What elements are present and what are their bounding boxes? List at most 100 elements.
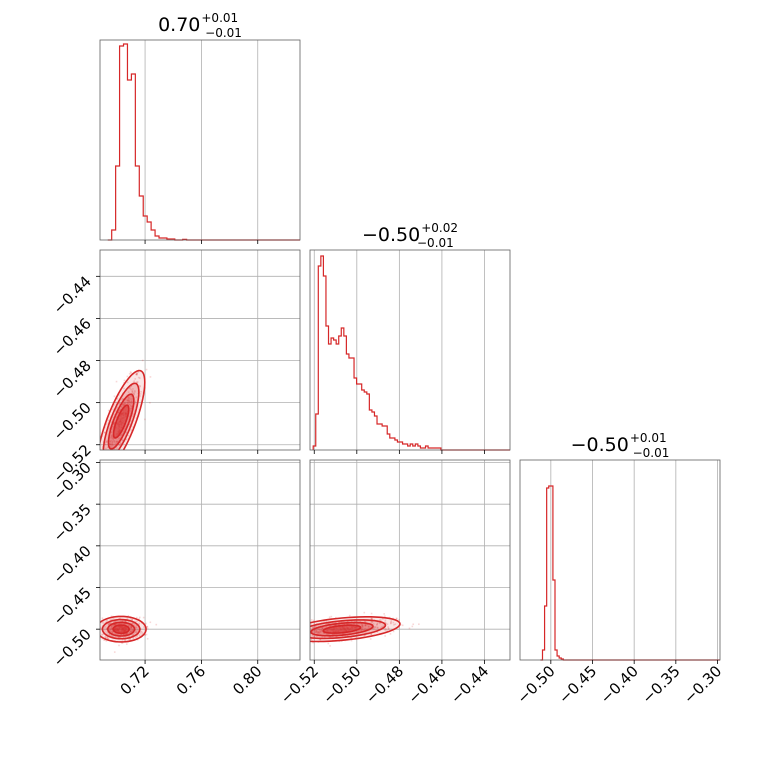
- sample-point: [278, 639, 280, 641]
- sample-point: [123, 633, 126, 635]
- sample-point: [112, 416, 115, 419]
- sample-point: [126, 399, 129, 402]
- sample-point: [374, 626, 376, 629]
- sample-point: [110, 628, 112, 631]
- sample-point: [312, 627, 315, 630]
- sample-point: [106, 471, 108, 473]
- sample-point: [344, 635, 347, 638]
- panel-frame: [519, 459, 721, 661]
- sample-point: [314, 629, 317, 631]
- sample-point: [111, 632, 113, 634]
- sample-point: [321, 630, 324, 633]
- sample-point: [126, 375, 129, 378]
- sample-point: [134, 378, 137, 380]
- sample-point: [113, 624, 116, 626]
- sample-point: [122, 402, 125, 405]
- sample-point: [136, 382, 138, 384]
- sample-point: [333, 624, 336, 627]
- x-tick-label-0-2: 0.80: [229, 662, 265, 698]
- sample-point: [106, 636, 109, 639]
- sample-point: [118, 411, 120, 414]
- sample-point: [131, 629, 134, 632]
- sample-point: [339, 623, 341, 626]
- sample-point: [125, 424, 128, 427]
- sample-point: [116, 407, 118, 410]
- sample-point: [327, 622, 330, 625]
- sample-point: [119, 434, 121, 437]
- sample-point: [117, 411, 119, 414]
- sample-point: [122, 430, 125, 433]
- sample-point: [91, 622, 93, 624]
- sample-point: [100, 627, 101, 630]
- sample-point: [134, 390, 136, 392]
- sample-point: [130, 429, 133, 432]
- sample-point: [105, 423, 108, 425]
- sample-point: [101, 445, 104, 448]
- sample-point: [109, 469, 111, 471]
- sample-point: [385, 628, 388, 630]
- sample-point: [129, 630, 132, 633]
- sample-point: [394, 623, 397, 625]
- sample-point: [321, 627, 324, 630]
- sample-point: [113, 440, 116, 442]
- sample-point: [133, 380, 136, 382]
- sample-point: [364, 621, 366, 623]
- sample-point: [399, 624, 402, 626]
- sample-point: [132, 381, 135, 384]
- contour-level-3: [322, 624, 362, 634]
- sample-point: [125, 632, 127, 635]
- sample-point: [111, 455, 113, 457]
- sample-point: [130, 627, 133, 629]
- sample-point: [126, 381, 129, 384]
- sample-point: [286, 642, 288, 644]
- title-minus-1: −0.01: [205, 26, 242, 40]
- sample-point: [128, 632, 130, 634]
- sample-point: [139, 630, 142, 633]
- sample-point: [127, 623, 129, 626]
- sample-point: [348, 623, 350, 625]
- sample-point: [384, 615, 386, 617]
- sample-point: [366, 623, 368, 626]
- sample-point: [113, 422, 115, 424]
- sample-point: [388, 616, 391, 619]
- sample-point: [111, 435, 113, 438]
- sample-point: [350, 639, 353, 642]
- sample-point: [363, 634, 366, 637]
- sample-point: [273, 638, 275, 640]
- sample-point: [106, 619, 109, 622]
- sample-point: [97, 471, 99, 473]
- sample-point: [107, 623, 110, 626]
- sample-point: [111, 434, 113, 436]
- sample-point: [283, 636, 285, 638]
- x-tick-label-2-4: −0.30: [680, 662, 725, 707]
- sample-point: [112, 624, 114, 627]
- sample-point: [370, 626, 373, 628]
- sample-point: [141, 632, 144, 634]
- sample-point: [126, 632, 128, 635]
- sample-point: [375, 626, 377, 628]
- sample-point: [113, 441, 116, 443]
- sample-point: [319, 629, 321, 632]
- sample-point: [130, 626, 133, 629]
- sample-point: [336, 636, 338, 638]
- sample-point: [356, 623, 359, 626]
- sample-point: [117, 464, 119, 466]
- sample-point: [120, 622, 123, 625]
- sample-point: [131, 407, 133, 410]
- sample-point: [326, 623, 328, 625]
- x-tick-label-2-0: −0.50: [513, 662, 558, 707]
- sample-point: [104, 463, 106, 465]
- sample-point: [128, 400, 131, 402]
- sample-point: [115, 443, 118, 445]
- sample-point: [136, 625, 138, 627]
- sample-point: [326, 633, 329, 636]
- sample-point: [108, 629, 111, 632]
- sample-point: [346, 620, 349, 623]
- sample-point: [320, 629, 323, 632]
- sample-point: [361, 628, 363, 631]
- sample-point: [306, 630, 308, 632]
- sample-point: [129, 625, 132, 628]
- x-tick-label-1-3: −0.46: [405, 662, 450, 707]
- sample-point: [109, 622, 111, 625]
- sample-point: [110, 627, 113, 630]
